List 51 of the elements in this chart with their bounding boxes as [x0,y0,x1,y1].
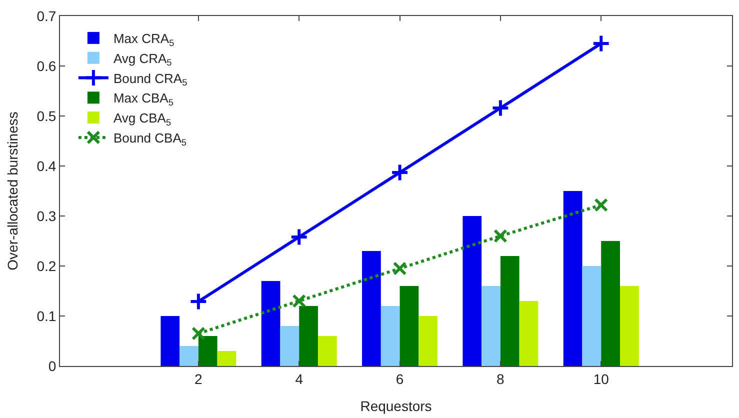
legend-label: Bound CBA$_{5}$ [113,130,186,148]
x-tick-label: 6 [396,370,404,387]
point [592,34,610,53]
bar [563,191,582,366]
y-tick-label: 0.1 [36,308,56,324]
y-tick-label: 0.2 [36,258,56,274]
legend-label: Bound CRA$_{5}$ [113,70,188,88]
bar [160,316,180,366]
y-tick-label: 0.4 [36,158,56,174]
bar [217,351,236,366]
bar [362,251,381,366]
bar [620,286,639,366]
point [493,229,508,243]
bar [601,241,620,366]
bar [198,336,218,366]
bar [418,316,438,366]
y-tick-label: 0.7 [36,8,56,24]
y-tick-label: 0 [48,358,56,374]
point [292,294,306,308]
legend-label: Max CRA$_{5}$ [113,31,174,48]
bar [500,256,520,366]
legend-label: Avg CBA$_{5}$ [113,110,172,128]
point [491,98,510,118]
point [290,228,308,246]
y-axis-title: Over-allocated burstiness [4,112,20,270]
bar [519,301,538,366]
point [390,163,409,182]
bar [280,326,300,366]
x-axis-title: Requestors [360,398,432,414]
y-tick-label: 0.5 [36,108,56,124]
bar [180,346,198,366]
bar [582,266,602,366]
point [189,292,208,311]
x-tick-label: 8 [496,370,505,387]
point [191,326,206,340]
bar [318,336,337,366]
bar [299,306,318,366]
bar [261,281,280,366]
x-tick-label: 4 [295,370,304,387]
x-tick-label: 2 [194,370,203,387]
legend-label: Avg CRA$_{5}$ [113,50,172,68]
legend-label: Max CBA$_{5}$ [113,90,174,108]
y-tick-label: 0.6 [36,58,56,74]
bar [400,286,419,366]
bar [482,286,500,366]
bar [380,306,400,366]
bar [462,216,482,366]
y-tick-label: 0.3 [36,208,56,224]
point [594,198,608,212]
point [392,262,407,276]
x-tick-label: 10 [593,370,610,387]
